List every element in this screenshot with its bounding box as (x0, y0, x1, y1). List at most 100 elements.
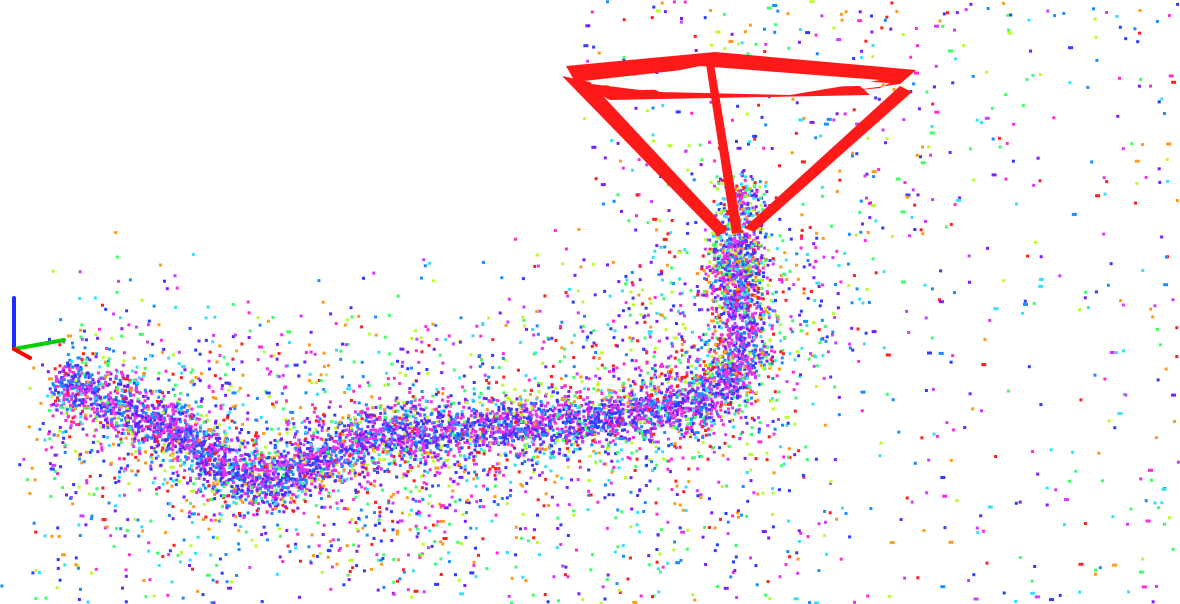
cloud-point (727, 353, 731, 357)
cloud-point (631, 419, 635, 422)
cloud-point (759, 258, 763, 262)
cloud-point (337, 458, 341, 462)
cloud-point (389, 425, 393, 429)
cloud-point (191, 437, 195, 441)
cloud-point (316, 457, 320, 461)
cloud-point (223, 463, 227, 467)
cloud-point (366, 440, 370, 444)
cloud-point (58, 370, 62, 374)
cloud-point (136, 423, 140, 427)
cloud-point (391, 430, 395, 434)
cloud-point (165, 438, 169, 441)
cloud-point (750, 323, 754, 326)
cloud-point (702, 289, 706, 293)
cloud-point (705, 398, 709, 401)
cloud-point (535, 415, 539, 419)
cloud-point (191, 445, 195, 449)
cloud-point (509, 424, 513, 428)
cloud-point (96, 411, 100, 415)
cloud-point (537, 434, 541, 438)
cloud-point (396, 400, 400, 404)
cloud-point (635, 449, 639, 453)
cloud-point (352, 416, 356, 420)
cloud-point (185, 434, 189, 438)
cloud-point (488, 448, 492, 452)
cloud-point (361, 444, 364, 448)
cloud-point (222, 474, 226, 478)
cloud-point (724, 253, 728, 257)
cloud-point (412, 451, 416, 455)
cloud-point (550, 385, 554, 389)
cloud-point (465, 421, 469, 425)
cloud-point (534, 402, 538, 406)
cloud-point (485, 379, 489, 382)
cloud-point (188, 407, 192, 411)
cloud-point (290, 465, 294, 469)
cloud-point (541, 417, 545, 421)
cloud-point (160, 422, 164, 426)
cloud-point (330, 474, 334, 478)
cloud-point (395, 421, 399, 425)
cloud-point (531, 463, 535, 467)
cloud-point (202, 430, 206, 434)
cloud-point (706, 377, 710, 381)
cloud-point (277, 491, 281, 495)
cloud-point (189, 417, 193, 421)
cloud-point (273, 470, 277, 474)
cloud-point (89, 380, 93, 384)
cloud-point (341, 443, 345, 446)
cloud-point (755, 322, 759, 326)
cloud-point (140, 409, 144, 412)
cloud-point (511, 425, 515, 429)
cloud-point (235, 484, 239, 488)
cloud-point (308, 420, 311, 424)
cloud-point (244, 461, 248, 465)
cloud-point (178, 458, 182, 462)
cloud-point (532, 428, 536, 432)
cloud-point (211, 443, 215, 447)
cloud-point (114, 376, 118, 380)
cloud-point (176, 425, 180, 429)
cloud-point (214, 478, 218, 482)
cloud-point (388, 437, 392, 441)
cloud-point (484, 431, 488, 435)
cloud-point (182, 462, 186, 466)
cloud-point (178, 442, 182, 446)
cloud-point (732, 343, 736, 347)
cloud-point (114, 398, 118, 402)
cloud-point (578, 431, 582, 435)
cloud-point (440, 465, 444, 469)
cloud-point (593, 431, 597, 435)
cloud-point (254, 495, 258, 499)
cloud-point (255, 436, 259, 440)
cloud-point (617, 408, 621, 412)
cloud-point (744, 399, 748, 403)
cloud-point (700, 346, 704, 350)
cloud-point (760, 340, 764, 343)
cloud-point (133, 431, 137, 435)
cloud-point (343, 453, 347, 457)
cloud-point (721, 368, 725, 372)
cloud-point (213, 473, 217, 477)
cloud-point (762, 275, 765, 279)
cloud-point (588, 432, 592, 436)
cloud-point (288, 490, 292, 494)
cloud-point (148, 415, 152, 419)
cloud-point (737, 349, 741, 353)
cloud-point (564, 425, 568, 429)
cloud-point (576, 396, 580, 400)
cloud-point (621, 421, 625, 425)
cloud-point (472, 392, 476, 396)
cloud-point (413, 441, 417, 444)
cloud-point (84, 405, 88, 409)
cloud-point (414, 449, 418, 453)
cloud-point (683, 388, 687, 392)
cloud-point (543, 417, 547, 421)
cloud-point (703, 342, 707, 346)
cloud-point (195, 417, 199, 421)
cloud-point (157, 403, 161, 407)
cloud-point (513, 425, 517, 429)
cloud-point (262, 500, 266, 504)
